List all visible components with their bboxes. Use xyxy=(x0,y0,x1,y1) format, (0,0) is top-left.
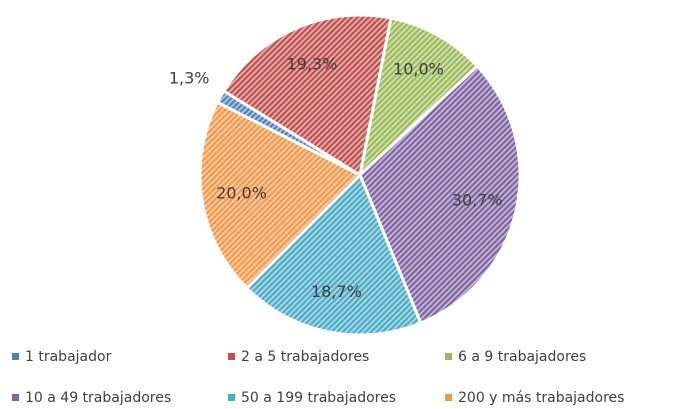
legend-label: 6 a 9 trabajadores xyxy=(458,349,586,365)
slice xyxy=(244,172,423,337)
slice xyxy=(198,100,363,291)
legend-marker xyxy=(445,353,452,360)
data-label: 30,7% xyxy=(452,190,503,209)
legend-marker xyxy=(228,353,235,360)
data-label: 19,3% xyxy=(287,55,338,74)
legend-marker xyxy=(12,394,19,401)
legend-marker xyxy=(12,353,19,360)
legend-label: 50 a 199 trabajadores xyxy=(241,390,396,406)
slice xyxy=(221,13,393,178)
slice xyxy=(358,64,522,325)
data-label: 20,0% xyxy=(216,183,267,202)
legend-label: 2 a 5 trabajadores xyxy=(241,349,369,365)
legend-marker xyxy=(228,394,235,401)
legend-label: 1 trabajador xyxy=(25,349,112,365)
legend-label: 10 a 49 trabajadores xyxy=(25,390,171,406)
legend-label: 200 y más trabajadores xyxy=(458,390,624,406)
data-label: 1,3% xyxy=(169,68,210,87)
legend-marker xyxy=(445,394,452,401)
data-label: 18,7% xyxy=(311,282,362,301)
data-label: 10,0% xyxy=(393,60,444,79)
slice xyxy=(357,16,480,180)
